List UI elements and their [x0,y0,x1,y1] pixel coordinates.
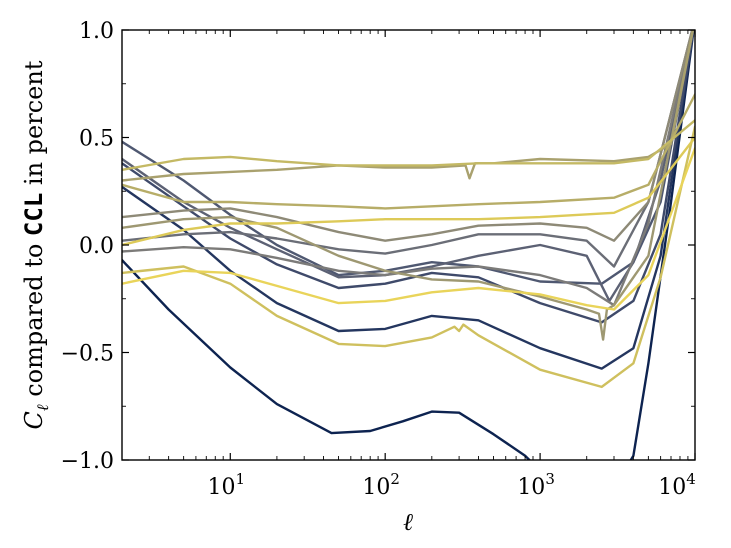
y-axis-label-ccl: CCL [20,193,48,236]
series-group [122,30,695,460]
y-tick-label-4: −0.5 [61,342,114,367]
y-axis-label: Cℓ compared to CCL in percent [20,60,52,429]
series-line-14 [122,136,695,247]
y-tick-labels: 1.0 0.5 0.0 −0.5 −1.0 [61,19,114,474]
series-line-3 [122,30,695,324]
series-line-6 [122,30,694,268]
y-axis-label-symbol: C [20,411,48,429]
x-axis-label: ℓ [403,508,413,536]
series-line-13 [122,125,695,389]
series-line-12 [122,119,695,171]
x-tick-label-base: 10 [208,475,236,500]
x-tick-label-3: 103 [517,470,555,500]
x-tick-label-1: 101 [208,470,246,500]
y-tick-label-1: 1.0 [79,19,114,44]
x-tick-labels: 101 102 103 104 [208,470,696,500]
x-tick-label-2: 102 [362,470,400,500]
y-axis-label-subscript: ℓ [33,404,52,411]
y-axis-label-suffix: in percent [20,60,48,193]
x-tick-label-exponent: 3 [545,470,555,488]
y-tick-label-2: 0.5 [79,127,114,152]
x-tick-label-base: 10 [362,475,390,500]
x-tick-label-base: 10 [517,475,545,500]
tick-marks [121,29,696,461]
y-tick-label-5: −1.0 [61,449,114,474]
y-tick-label-3: 0.0 [79,234,114,259]
y-axis-label-text: compared to [20,236,48,404]
series-line-11 [122,93,695,210]
x-tick-label-exponent: 2 [390,470,400,488]
series-line-8 [122,30,694,242]
x-tick-label-exponent: 1 [236,470,246,488]
series-line-15 [122,147,695,311]
x-tick-label-exponent: 4 [686,470,696,488]
x-tick-label-4: 104 [658,470,696,500]
series-line-2 [122,30,695,370]
series-line-1 [122,30,695,460]
x-tick-label-base: 10 [658,475,686,500]
series-line-10 [122,30,695,182]
